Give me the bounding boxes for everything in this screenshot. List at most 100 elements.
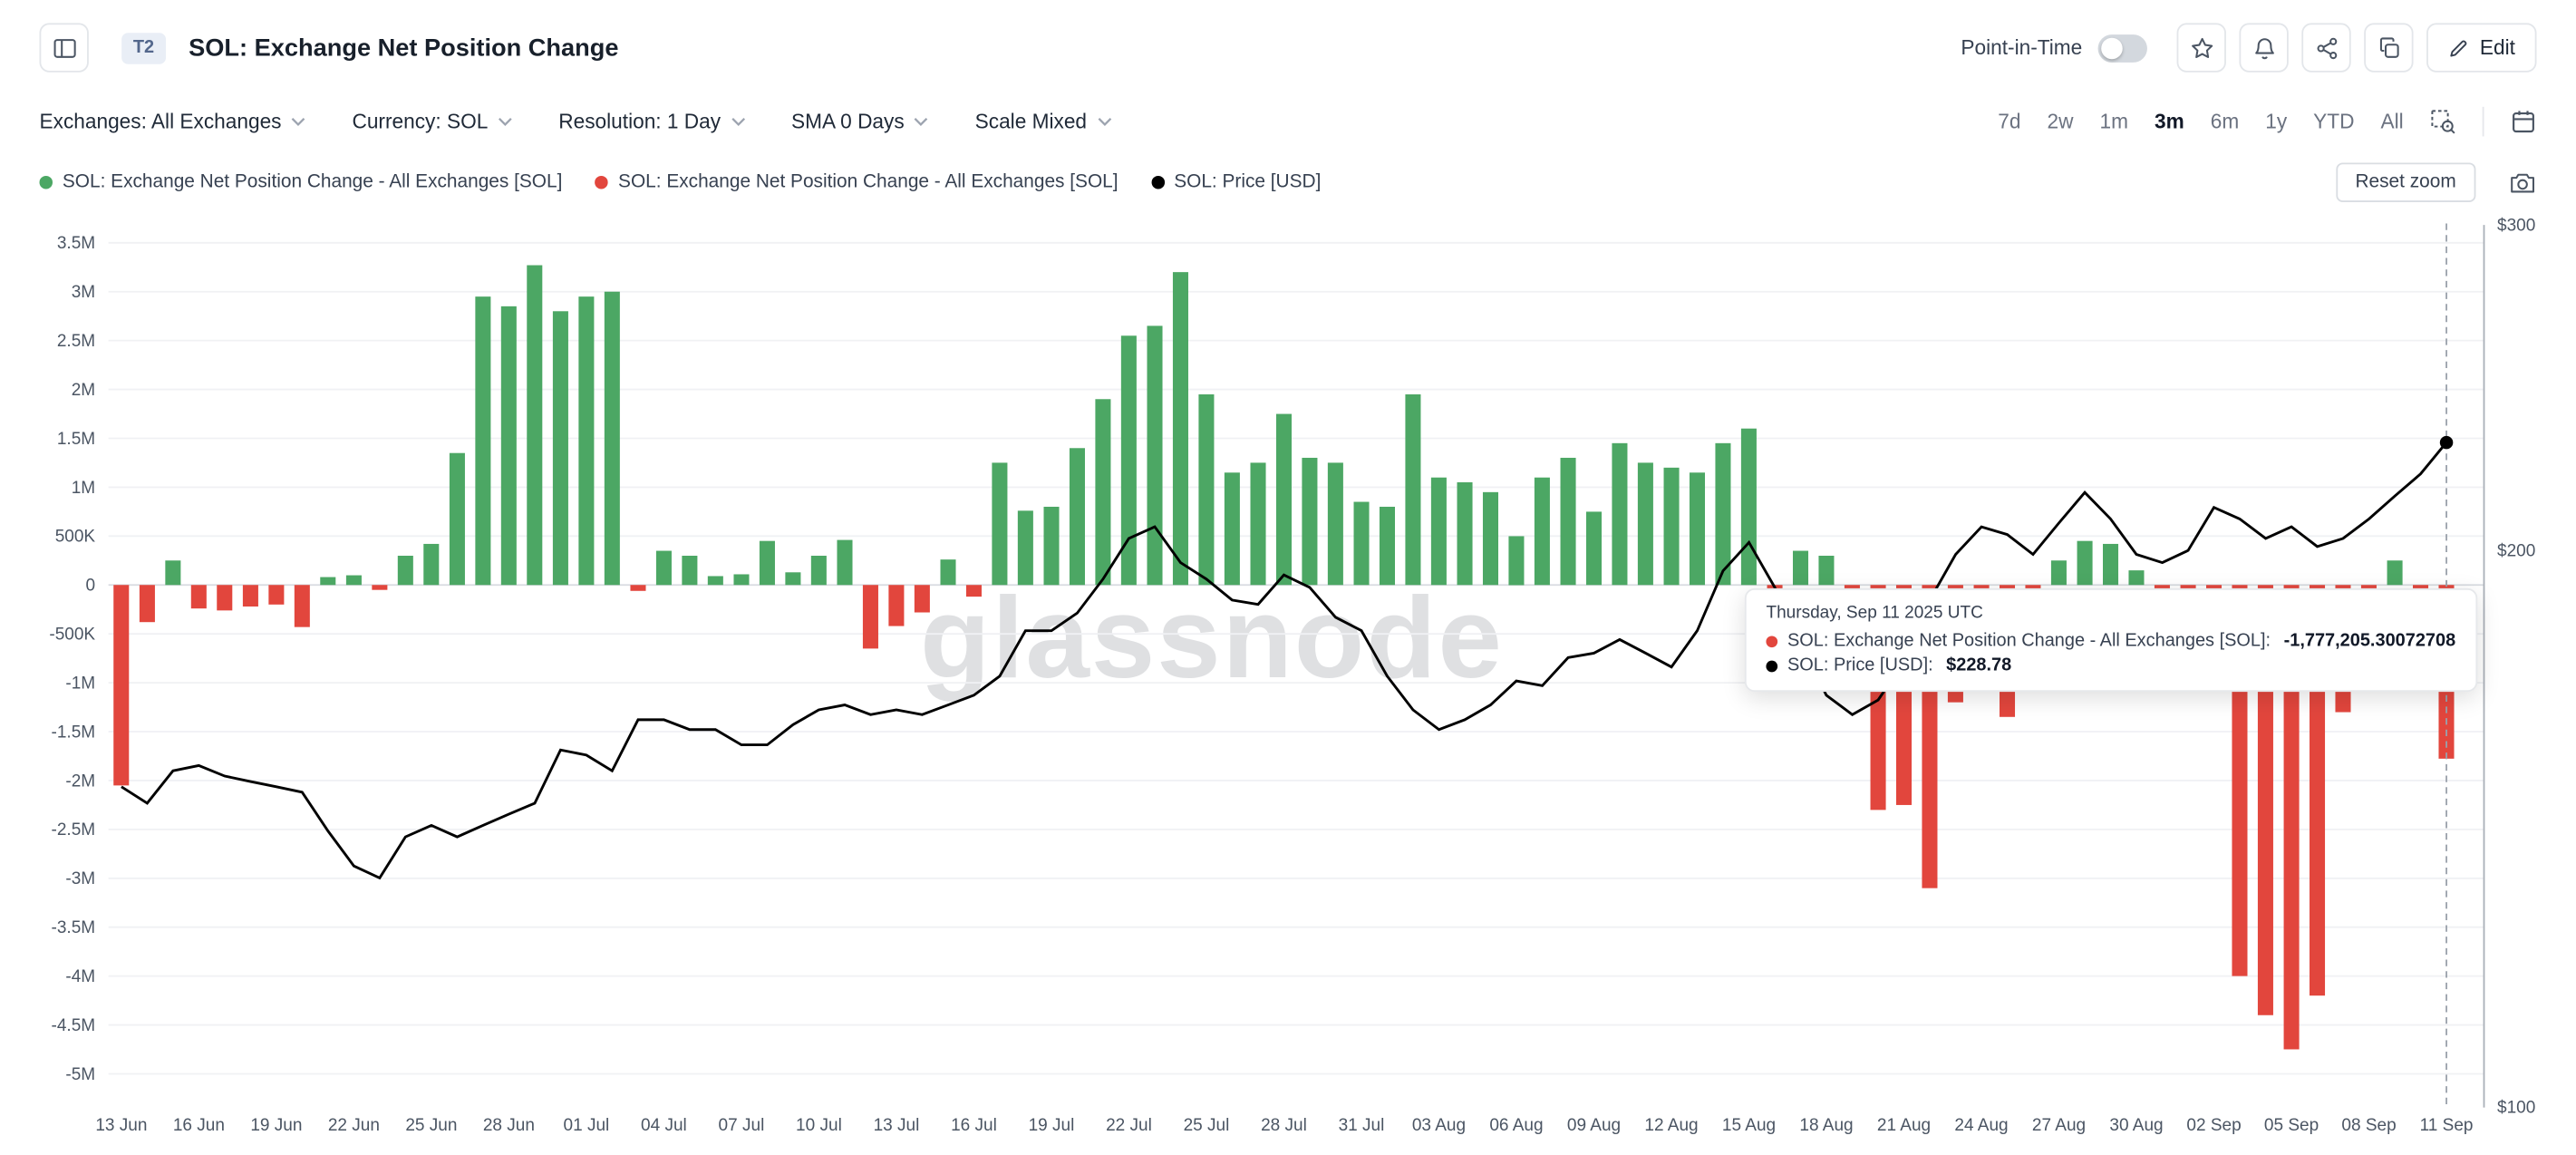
bar — [1405, 394, 1421, 586]
svg-text:-2M: -2M — [65, 772, 95, 791]
legend-item-net-position-negative[interactable]: SOL: Exchange Net Position Change - All … — [595, 172, 1119, 193]
chevron-down-icon — [292, 118, 305, 127]
duplicate-button[interactable] — [2365, 23, 2415, 73]
bar — [1818, 555, 1835, 586]
svg-text:24 Aug: 24 Aug — [1954, 1116, 2008, 1135]
svg-text:500K: 500K — [55, 528, 96, 547]
chevron-down-icon — [499, 118, 512, 127]
range-ytd[interactable]: YTD — [2313, 110, 2355, 133]
legend-label: SOL: Exchange Net Position Change - All … — [62, 172, 563, 193]
svg-text:28 Jul: 28 Jul — [1261, 1116, 1307, 1135]
camera-icon — [2511, 172, 2535, 192]
bar — [1198, 394, 1215, 586]
range-6m[interactable]: 6m — [2210, 110, 2240, 133]
bar — [1353, 501, 1370, 586]
filter-label: Scale Mixed — [974, 110, 1088, 133]
bar — [2257, 585, 2273, 1015]
filter-sma[interactable]: SMA 0 Days — [791, 110, 929, 133]
svg-text:$100: $100 — [2497, 1098, 2535, 1117]
bar — [1792, 550, 1809, 586]
bar — [1069, 448, 1085, 586]
point-in-time-toggle[interactable] — [2098, 34, 2148, 62]
legend-item-price[interactable]: SOL: Price [USD] — [1150, 172, 1321, 192]
svg-text:04 Jul: 04 Jul — [641, 1116, 687, 1135]
bar — [733, 574, 750, 586]
range-2w[interactable]: 2w — [2047, 110, 2074, 133]
hover-point — [2439, 435, 2454, 450]
reset-zoom-button[interactable]: Reset zoom — [2335, 162, 2476, 202]
legend-dot-green — [39, 175, 53, 189]
edit-button[interactable]: Edit — [2426, 23, 2537, 73]
svg-text:31 Jul: 31 Jul — [1339, 1116, 1385, 1135]
bar — [1715, 442, 1731, 586]
legend-label: SOL: Exchange Net Position Change - All … — [618, 172, 1119, 193]
svg-text:08 Sep: 08 Sep — [2341, 1116, 2396, 1135]
bar — [527, 265, 543, 586]
range-3m[interactable]: 3m — [2154, 110, 2184, 133]
svg-text:-4.5M: -4.5M — [52, 1016, 96, 1035]
svg-text:16 Jul: 16 Jul — [951, 1116, 997, 1135]
bar — [1585, 511, 1603, 586]
screenshot-button[interactable] — [2509, 170, 2537, 195]
svg-text:07 Jul: 07 Jul — [719, 1116, 765, 1135]
point-in-time-label: Point-in-Time — [1961, 35, 2083, 60]
bar — [785, 572, 801, 586]
header: T2 SOL: Exchange Net Position Change Poi… — [0, 0, 2576, 95]
legend-dot-black — [1150, 175, 1165, 189]
range-1y[interactable]: 1y — [2265, 110, 2288, 133]
tooltip-value: $228.78 — [1946, 655, 2012, 675]
bar — [475, 296, 491, 586]
filter-resolution[interactable]: Resolution: 1 Day — [558, 110, 745, 133]
bar — [1534, 477, 1550, 586]
svg-text:-5M: -5M — [65, 1065, 95, 1084]
range-7d[interactable]: 7d — [1998, 110, 2021, 133]
bar — [1508, 536, 1525, 586]
share-button[interactable] — [2302, 23, 2352, 73]
bar — [2283, 585, 2300, 1050]
tooltip-row-net-position: SOL: Exchange Net Position Change - All … — [1766, 631, 2455, 651]
bar — [655, 550, 672, 586]
chevron-down-icon — [1097, 118, 1111, 127]
legend-row: SOL: Exchange Net Position Change - All … — [0, 158, 2576, 207]
favorite-button[interactable] — [2177, 23, 2227, 73]
bar — [810, 555, 827, 586]
svg-text:02 Sep: 02 Sep — [2186, 1116, 2241, 1135]
bar — [2103, 543, 2119, 586]
tooltip-label: SOL: Price [USD]: — [1787, 655, 1933, 675]
bar — [1043, 506, 1060, 586]
calendar-button[interactable] — [2511, 109, 2537, 135]
bar — [759, 540, 775, 586]
box-zoom-button[interactable] — [2430, 109, 2456, 135]
legend-item-net-position-positive[interactable]: SOL: Exchange Net Position Change - All … — [39, 172, 563, 193]
svg-text:01 Jul: 01 Jul — [564, 1116, 610, 1135]
filter-scale[interactable]: Scale Mixed — [974, 110, 1112, 133]
svg-text:13 Jul: 13 Jul — [874, 1116, 920, 1135]
bar — [190, 585, 207, 609]
bar — [1302, 457, 1318, 586]
bar — [165, 560, 181, 586]
range-all[interactable]: All — [2380, 110, 2404, 133]
bar — [139, 585, 155, 623]
bar — [1740, 428, 1757, 586]
bar — [888, 585, 905, 626]
svg-text:25 Jul: 25 Jul — [1184, 1116, 1230, 1135]
bar — [1482, 491, 1498, 586]
sidebar-toggle-button[interactable] — [39, 23, 89, 73]
svg-text:2.5M: 2.5M — [57, 332, 95, 351]
bar — [2077, 540, 2093, 586]
svg-text:$300: $300 — [2497, 216, 2535, 235]
filter-exchanges[interactable]: Exchanges: All Exchanges — [39, 110, 306, 133]
bar — [500, 306, 517, 586]
svg-text:3.5M: 3.5M — [57, 234, 95, 253]
star-icon — [2192, 37, 2213, 58]
header-actions: Point-in-Time Edit — [1961, 23, 2537, 73]
alerts-button[interactable] — [2240, 23, 2290, 73]
svg-text:15 Aug: 15 Aug — [1722, 1116, 1776, 1135]
filter-label: Exchanges: All Exchanges — [39, 110, 282, 133]
range-1m[interactable]: 1m — [2099, 110, 2128, 133]
filter-currency[interactable]: Currency: SOL — [352, 110, 512, 133]
svg-text:2M: 2M — [72, 381, 95, 400]
bar — [242, 585, 258, 607]
svg-text:$200: $200 — [2497, 542, 2535, 561]
filter-label: Currency: SOL — [352, 110, 489, 133]
